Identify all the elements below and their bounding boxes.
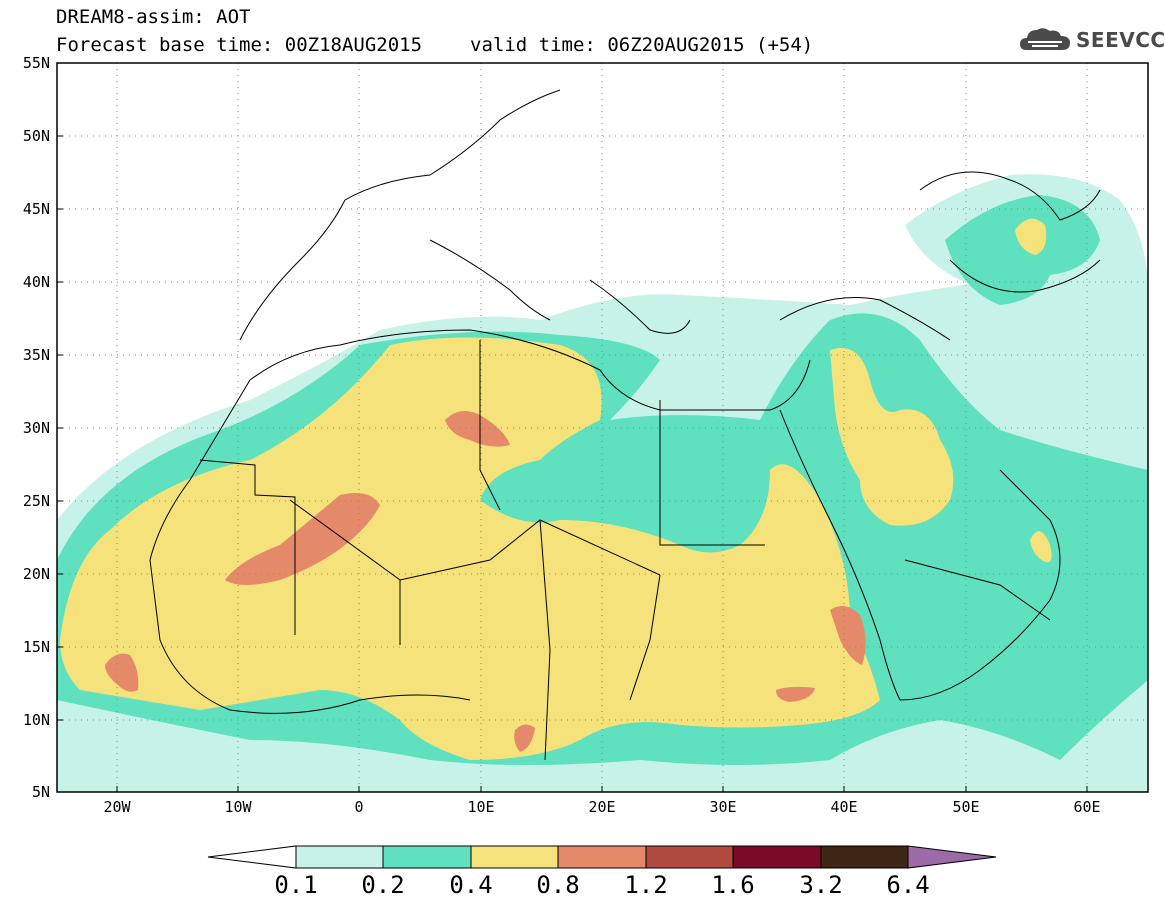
aot-band-0.2-0.4-caspian	[945, 195, 1100, 305]
lat-label: 45N	[23, 200, 50, 218]
colorbar-label: 0.2	[361, 871, 404, 899]
colorbar-label: 0.8	[536, 871, 579, 899]
aot-band-0.8-1.2-sudan	[830, 606, 866, 665]
lat-label: 55N	[23, 54, 50, 72]
colorbar-labels: 0.1 0.2 0.4 0.8 1.2 1.6 3.2 6.4	[274, 871, 929, 899]
forecast-base-time: Forecast base time: 00Z18AUG2015	[56, 34, 423, 56]
cloud-icon	[1020, 28, 1070, 50]
colorbar-label: 0.4	[449, 871, 492, 899]
colorbar-swatch	[470, 845, 559, 869]
colorbar-label: 0.1	[274, 871, 317, 899]
lat-label: 40N	[23, 273, 50, 291]
lon-label: 20E	[588, 798, 615, 816]
lat-label: 15N	[23, 638, 50, 656]
lon-label: 10W	[224, 798, 252, 816]
map-title: DREAM8-assim: AOT	[56, 6, 251, 28]
aot-band-0.8-1.2-chad	[514, 724, 535, 752]
aot-band-0.8-1.2-mali	[225, 492, 380, 585]
time-info: Forecast base time: 00Z18AUG2015 valid ti…	[56, 34, 813, 56]
lon-label: 20W	[103, 798, 131, 816]
lat-label: 25N	[23, 492, 50, 510]
borders	[199, 340, 1051, 761]
lat-label: 50N	[23, 127, 50, 145]
longitude-labels: 20W 10W 0 10E 20E 30E 40E 50E 60E	[103, 798, 1100, 816]
colorbar-swatch	[645, 845, 734, 869]
lat-label: 30N	[23, 419, 50, 437]
colorbar-swatch	[820, 845, 909, 869]
aot-band-0.4-0.8-arabia	[830, 348, 954, 526]
lon-label: 10E	[467, 798, 494, 816]
lat-label: 5N	[32, 783, 50, 801]
colorbar-label: 3.2	[799, 871, 842, 899]
seevccc-logo: SEEVCCC	[1018, 22, 1165, 58]
lon-label: 40E	[830, 798, 857, 816]
lon-label: 60E	[1073, 798, 1100, 816]
aot-field	[57, 174, 1148, 792]
lat-label: 10N	[23, 711, 50, 729]
colorbar-label: 6.4	[886, 871, 929, 899]
aot-band-0.4-0.8-sahara	[60, 337, 880, 760]
colorbar-label: 1.2	[624, 871, 667, 899]
logo-text: SEEVCCC	[1076, 28, 1165, 52]
aot-band-0.4-0.8-caspian	[1015, 218, 1047, 255]
coastlines	[149, 89, 1101, 714]
aot-band-0.8-1.2-ethiopia	[776, 686, 815, 702]
lat-label: 20N	[23, 565, 50, 583]
aot-band-0.4-0.8-oman	[1030, 531, 1052, 563]
colorbar-over-arrow	[907, 845, 997, 869]
aot-band-0.8-1.2-senegal	[105, 653, 139, 692]
colorbar-swatch	[295, 845, 384, 869]
valid-time: valid time: 06Z20AUG2015 (+54)	[470, 34, 814, 56]
colorbar-swatch	[557, 845, 647, 869]
colorbar-label: 1.6	[711, 871, 754, 899]
latitude-labels: 55N 50N 45N 40N 35N 30N 25N 20N 15N 10N …	[23, 54, 50, 801]
colorbar-swatch	[382, 845, 472, 869]
colorbar	[207, 845, 997, 869]
lon-label: 30E	[709, 798, 736, 816]
colorbar-swatch	[732, 845, 822, 869]
lon-label: 0	[354, 798, 363, 816]
aot-band-0.8-1.2-algeria	[445, 411, 510, 447]
lat-label: 35N	[23, 346, 50, 364]
lon-label: 50E	[952, 798, 979, 816]
colorbar-under-arrow	[207, 845, 297, 869]
axis-ticks	[57, 62, 1088, 792]
